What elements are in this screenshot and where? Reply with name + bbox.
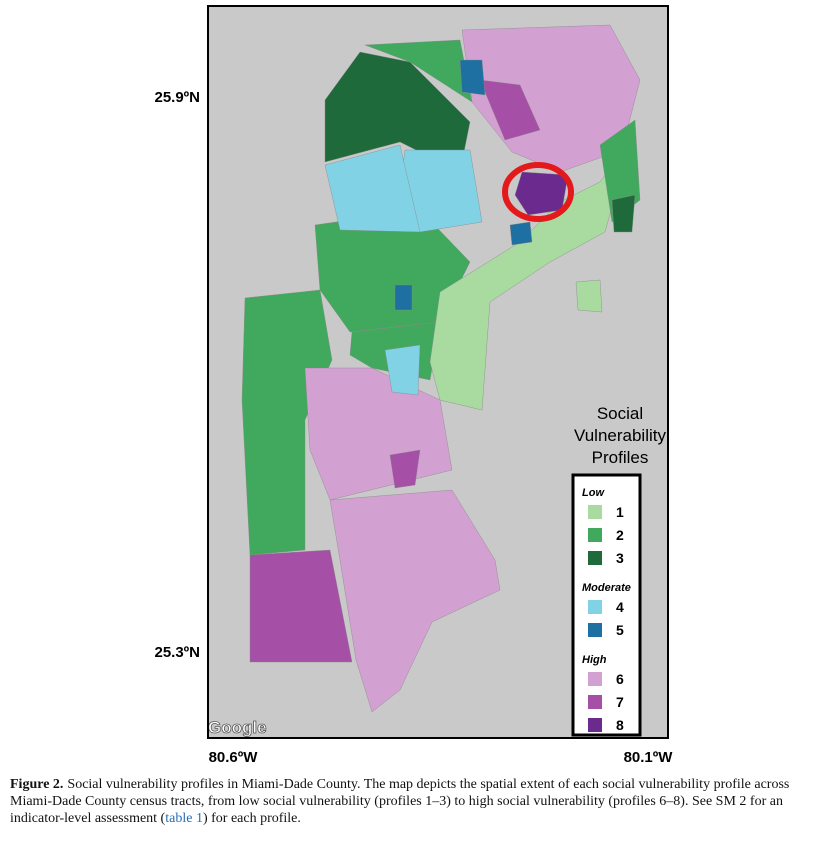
tracts [241, 24, 641, 713]
legend-swatch [588, 623, 602, 637]
legend-label: 2 [616, 527, 624, 543]
legend-title: Profiles [592, 448, 649, 467]
legend-group-label: High [582, 654, 607, 666]
tract [394, 284, 413, 311]
tract [384, 344, 421, 396]
tract [459, 59, 486, 96]
tract [364, 39, 473, 103]
legend-label: 3 [616, 550, 624, 566]
legend-swatch [588, 718, 602, 732]
lon-label: 80.1ºW [624, 749, 674, 766]
legend-label: 1 [616, 504, 624, 520]
legend-swatch [588, 600, 602, 614]
legend-swatch [588, 551, 602, 565]
legend-label: 4 [616, 599, 624, 615]
tract [329, 489, 501, 713]
legend-swatch [588, 528, 602, 542]
tract [479, 79, 541, 141]
tract [241, 289, 333, 556]
legend-box [571, 473, 642, 737]
figure-caption: Figure 2. Social vulnerability profiles i… [10, 776, 825, 827]
tract [389, 449, 421, 489]
tract [324, 144, 421, 233]
legend-title: Vulnerability [574, 426, 666, 445]
legend-group-label: Moderate [582, 582, 631, 594]
legend-swatch [588, 505, 602, 519]
legend-label: 8 [616, 717, 624, 733]
legend-swatch [588, 695, 602, 709]
tract [611, 194, 636, 233]
tract [509, 221, 533, 246]
lat-label: 25.3ºN [154, 644, 200, 661]
caption-text: ) for each profile. [202, 811, 301, 826]
lon-label: 80.6ºW [209, 749, 259, 766]
lat-label: 25.9ºN [154, 89, 200, 106]
legend-title: Social [597, 404, 643, 423]
map-figure: Google 25.9ºN 25.3ºN 80.6ºW 80.1ºW Socia… [154, 5, 674, 766]
caption-text: Social vulnerability profiles in Miami-D… [10, 777, 790, 826]
caption-link[interactable]: table 1 [165, 811, 203, 826]
legend-swatch [588, 672, 602, 686]
caption-label: Figure 2. [10, 777, 64, 792]
legend-label: 6 [616, 671, 624, 687]
legend-label: 5 [616, 622, 624, 638]
map-frame [207, 5, 669, 739]
tract [324, 51, 471, 173]
highlight-circle [502, 162, 574, 222]
tract [249, 549, 353, 663]
legend-group-label: Low [582, 487, 605, 499]
map-attribution: Google [208, 718, 267, 737]
tract [575, 279, 603, 313]
legend-label: 7 [616, 694, 624, 710]
